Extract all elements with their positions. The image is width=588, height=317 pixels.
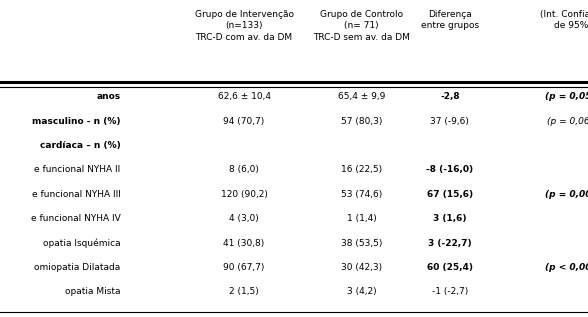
- Text: -8 (-16,0): -8 (-16,0): [426, 165, 473, 174]
- Text: (p = 0,056): (p = 0,056): [545, 92, 588, 101]
- Text: cardíaca – n (%): cardíaca – n (%): [40, 141, 121, 150]
- Text: Diferença
entre grupos: Diferença entre grupos: [421, 10, 479, 30]
- Text: Grupo de Controlo
(n= 71)
TRC-D sem av. da DM: Grupo de Controlo (n= 71) TRC-D sem av. …: [313, 10, 410, 42]
- Text: -1 (-2,7): -1 (-2,7): [432, 288, 468, 296]
- Text: 2 (1,5): 2 (1,5): [229, 288, 259, 296]
- Text: 53 (74,6): 53 (74,6): [341, 190, 382, 199]
- Text: 3 (-22,7): 3 (-22,7): [428, 239, 472, 248]
- Text: e funcional NYHA III: e funcional NYHA III: [32, 190, 121, 199]
- Text: (p = 0,069): (p = 0,069): [547, 117, 588, 126]
- Text: 62,6 ± 10,4: 62,6 ± 10,4: [218, 92, 270, 101]
- Text: (p < 0,001): (p < 0,001): [545, 263, 588, 272]
- Text: 120 (90,2): 120 (90,2): [220, 190, 268, 199]
- Text: -2,8: -2,8: [440, 92, 460, 101]
- Text: 65,4 ± 9,9: 65,4 ± 9,9: [338, 92, 385, 101]
- Text: 94 (70,7): 94 (70,7): [223, 117, 265, 126]
- Text: 38 (53,5): 38 (53,5): [341, 239, 382, 248]
- Text: Grupo de Intervenção
(n=133)
TRC-D com av. da DM: Grupo de Intervenção (n=133) TRC-D com a…: [195, 10, 293, 42]
- Text: e funcional NYHA IV: e funcional NYHA IV: [31, 214, 121, 223]
- Text: e funcional NYHA II: e funcional NYHA II: [34, 165, 121, 174]
- Text: 16 (22,5): 16 (22,5): [341, 165, 382, 174]
- Text: masculino - n (%): masculino - n (%): [32, 117, 121, 126]
- Text: 3 (4,2): 3 (4,2): [347, 288, 376, 296]
- Text: opatia Mista: opatia Mista: [65, 288, 121, 296]
- Text: anos: anos: [96, 92, 121, 101]
- Text: 30 (42,3): 30 (42,3): [341, 263, 382, 272]
- Text: 3 (1,6): 3 (1,6): [433, 214, 466, 223]
- Text: 1 (1,4): 1 (1,4): [347, 214, 376, 223]
- Text: 60 (25,4): 60 (25,4): [427, 263, 473, 272]
- Text: 37 (-9,6): 37 (-9,6): [430, 117, 469, 126]
- Text: opatia Isquémica: opatia Isquémica: [43, 238, 121, 248]
- Text: (Int. Confiança
de 95%): (Int. Confiança de 95%): [540, 10, 588, 30]
- Text: 90 (67,7): 90 (67,7): [223, 263, 265, 272]
- Text: 41 (30,8): 41 (30,8): [223, 239, 265, 248]
- Text: omiopatia Dilatada: omiopatia Dilatada: [34, 263, 121, 272]
- Text: 67 (15,6): 67 (15,6): [427, 190, 473, 199]
- Text: 8 (6,0): 8 (6,0): [229, 165, 259, 174]
- Text: (p = 0,002): (p = 0,002): [545, 190, 588, 199]
- Text: 4 (3,0): 4 (3,0): [229, 214, 259, 223]
- Text: 57 (80,3): 57 (80,3): [341, 117, 382, 126]
